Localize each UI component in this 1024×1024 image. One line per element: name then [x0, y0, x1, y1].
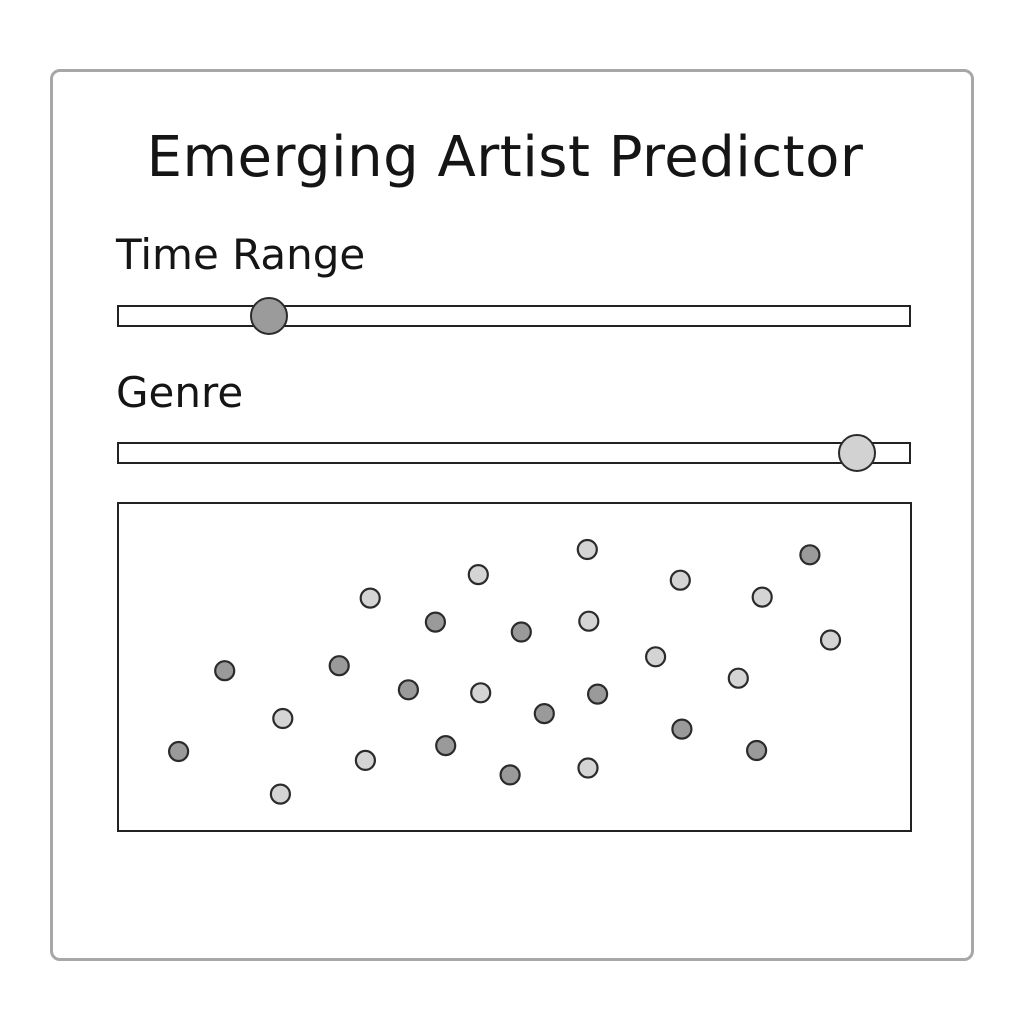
- scatter-point: [587, 683, 609, 705]
- scatter-point: [424, 611, 446, 633]
- scatter-point: [328, 655, 350, 677]
- scatter-point: [819, 629, 842, 651]
- genre-label: Genre: [116, 368, 244, 417]
- scatter-point: [669, 569, 691, 591]
- scatter-plot-svg: [167, 538, 842, 805]
- scatter-point: [470, 682, 492, 704]
- scatter-point: [533, 703, 555, 725]
- scatter-point: [272, 707, 294, 730]
- time-range-slider-thumb[interactable]: [249, 297, 288, 335]
- scatter-point: [269, 783, 291, 805]
- scatter-point: [671, 718, 693, 740]
- genre-slider[interactable]: [117, 434, 911, 472]
- scatter-point: [799, 544, 821, 566]
- scatter-point: [576, 538, 598, 561]
- scatter-point: [435, 735, 457, 757]
- scatter-point: [354, 749, 376, 771]
- scatter-point: [397, 679, 419, 701]
- scatter-point: [751, 586, 773, 608]
- time-range-label: Time Range: [116, 230, 366, 279]
- page-title: Emerging Artist Predictor: [146, 125, 864, 190]
- scatter-point: [510, 621, 532, 643]
- scatter-point: [745, 739, 768, 762]
- scatter-point: [727, 667, 749, 689]
- scatter-point: [467, 563, 489, 586]
- scatter-point: [167, 740, 190, 763]
- scatter-point: [359, 587, 381, 609]
- scatter-point: [644, 646, 667, 668]
- scatter-point: [499, 764, 521, 786]
- time-range-slider[interactable]: [117, 297, 911, 335]
- scatter-plot: [117, 502, 912, 832]
- scatter-point: [578, 610, 600, 632]
- genre-slider-thumb[interactable]: [837, 434, 876, 472]
- scatter-point: [577, 757, 599, 779]
- scatter-point: [214, 660, 236, 682]
